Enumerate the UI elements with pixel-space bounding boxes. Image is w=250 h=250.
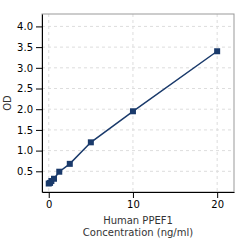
tick-mark — [36, 171, 42, 172]
tick-mark — [36, 26, 42, 27]
marker — [51, 176, 57, 182]
tick-mark — [36, 68, 42, 69]
grid-line-y — [42, 67, 234, 68]
grid-line-y — [42, 47, 234, 48]
x-axis-title: Human PPEF1Concentration (ng/ml) — [83, 215, 193, 238]
grid-line-y — [42, 26, 234, 27]
plot-area: 0 10 20 0.5 1.0 1.5 2.0 2.5 3.0 3.5 4.0 — [17, 14, 234, 210]
axis-line — [43, 192, 235, 193]
tick-mark — [133, 192, 134, 198]
x-axis: 0 10 20 — [43, 192, 235, 210]
grid-line-x — [217, 14, 218, 192]
tick: 0 — [46, 192, 52, 210]
grid-line-y — [42, 150, 234, 151]
tick: 10 — [127, 192, 140, 210]
tick: 20 — [211, 192, 224, 210]
grid-line-y — [42, 88, 234, 89]
y-axis: 0.5 1.0 1.5 2.0 2.5 3.0 3.5 4.0 — [17, 15, 42, 193]
tick-label: 10 — [127, 199, 140, 210]
marker — [67, 161, 73, 167]
marker — [88, 139, 94, 145]
chart-svg: 0 10 20 0.5 1.0 1.5 2.0 2.5 3.0 3.5 4.0 Human PPEF1… — [0, 0, 250, 250]
grid-line-y — [42, 171, 234, 172]
marker — [130, 108, 136, 114]
tick: 0.5 — [17, 166, 42, 177]
y-axis-title: OD — [2, 95, 13, 111]
axis-line — [42, 15, 43, 193]
tick: 3.0 — [17, 63, 42, 74]
tick-label: 2.0 — [17, 104, 33, 115]
tick-label: 1.0 — [17, 145, 33, 156]
tick-mark — [36, 130, 42, 131]
tick-mark — [36, 151, 42, 152]
tick: 4.0 — [17, 21, 42, 32]
marker — [56, 169, 62, 175]
grid — [42, 14, 234, 192]
plot-frame — [42, 14, 234, 192]
chart-container: 0 10 20 0.5 1.0 1.5 2.0 2.5 3.0 3.5 4.0 Human PPEF1… — [0, 0, 250, 250]
tick-label: 1.5 — [17, 125, 33, 136]
grid-line-x — [132, 14, 133, 192]
tick: 2.0 — [17, 104, 42, 115]
tick: 1.5 — [17, 125, 42, 136]
tick: 3.5 — [17, 42, 42, 53]
tick-label: 4.0 — [17, 21, 33, 32]
marker — [214, 48, 220, 54]
grid-line-y — [42, 129, 234, 130]
tick-label: 3.0 — [17, 63, 33, 74]
grid-line-y — [42, 109, 234, 110]
tick-mark — [217, 192, 218, 198]
tick-label: 0 — [46, 199, 52, 210]
grid-line-x — [48, 14, 49, 192]
line — [49, 51, 217, 183]
tick-label: 0.5 — [17, 166, 33, 177]
tick-mark — [49, 192, 50, 198]
tick-label: 2.5 — [17, 83, 33, 94]
tick-label: 20 — [211, 199, 224, 210]
tick-mark — [36, 109, 42, 110]
tick-label: 3.5 — [17, 42, 33, 53]
tick: 2.5 — [17, 83, 42, 94]
tick-mark — [36, 47, 42, 48]
tick-mark — [36, 89, 42, 90]
tick: 1.0 — [17, 145, 42, 156]
data-group — [46, 48, 220, 186]
